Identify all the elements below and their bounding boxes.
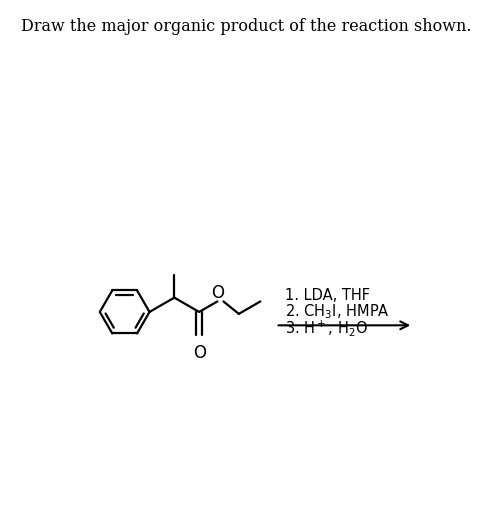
Text: O: O [211, 283, 224, 301]
Text: Draw the major organic product of the reaction shown.: Draw the major organic product of the re… [21, 18, 472, 35]
Text: 3. H$^+$, H$_2$O: 3. H$^+$, H$_2$O [285, 317, 368, 337]
Text: 2. CH$_3$I, HMPA: 2. CH$_3$I, HMPA [285, 302, 390, 321]
Text: 1. LDA, THF: 1. LDA, THF [285, 288, 370, 303]
Text: O: O [193, 343, 206, 361]
